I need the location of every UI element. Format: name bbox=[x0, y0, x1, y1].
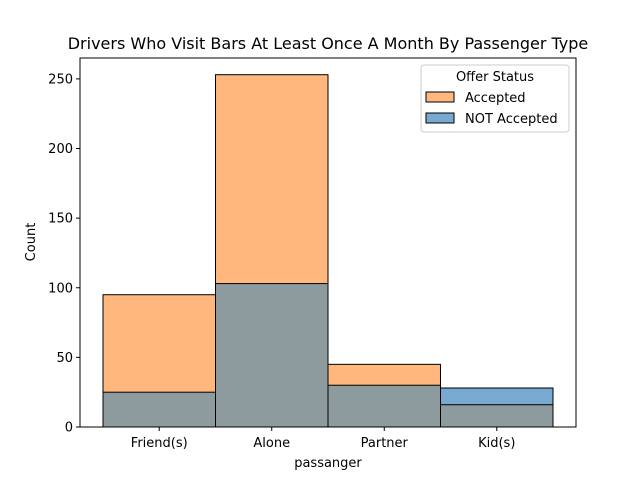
y-tick-label: 150 bbox=[48, 212, 73, 227]
y-tick-label: 200 bbox=[48, 142, 73, 157]
legend-swatch-not-accepted bbox=[425, 112, 455, 124]
y-tick-label: 0 bbox=[65, 421, 73, 436]
legend-title: Offer Status bbox=[456, 70, 534, 85]
y-axis-label: Count bbox=[24, 223, 39, 262]
chart-title: Drivers Who Visit Bars At Least Once A M… bbox=[68, 34, 589, 53]
x-axis: Friend(s) Alone Partner Kid(s) bbox=[131, 427, 515, 451]
legend: Offer Status Accepted NOT Accepted bbox=[420, 64, 570, 133]
bar-overlap-alone bbox=[215, 283, 328, 427]
bar-overlap-friend-s bbox=[103, 392, 216, 427]
x-axis-label: passanger bbox=[294, 456, 362, 471]
legend-swatch-accepted bbox=[425, 91, 455, 103]
x-tick-label: Alone bbox=[253, 436, 290, 451]
bar-overlap-kid-s bbox=[440, 404, 553, 427]
plot-frame bbox=[79, 57, 577, 428]
y-axis: 0 50 100 150 200 250 bbox=[48, 72, 80, 436]
x-tick-label: Friend(s) bbox=[131, 436, 188, 451]
legend-label-not-accepted: NOT Accepted bbox=[465, 112, 558, 127]
y-tick-label: 50 bbox=[56, 351, 73, 366]
x-tick-label: Kid(s) bbox=[478, 436, 515, 451]
legend-box bbox=[420, 64, 570, 133]
bars-overlap bbox=[103, 283, 553, 427]
y-tick-label: 100 bbox=[48, 281, 73, 296]
bar-overlap-partner bbox=[328, 385, 441, 427]
x-tick-label: Partner bbox=[361, 436, 409, 451]
y-tick-label: 250 bbox=[48, 72, 73, 87]
legend-label-accepted: Accepted bbox=[465, 91, 526, 106]
